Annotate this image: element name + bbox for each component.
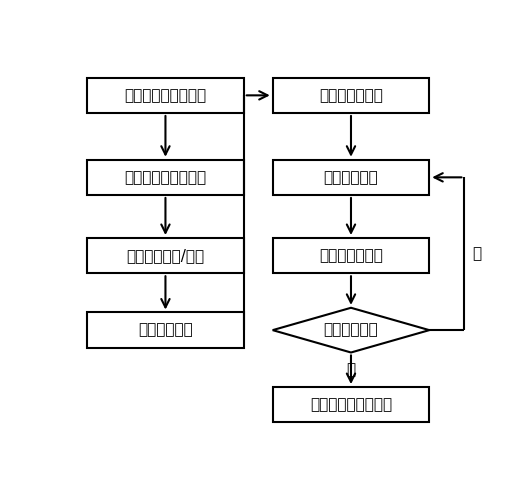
Text: 输出分解成果地形图: 输出分解成果地形图 bbox=[310, 397, 392, 412]
Text: 构建水深矩阵: 构建水深矩阵 bbox=[138, 323, 193, 338]
FancyBboxPatch shape bbox=[272, 160, 429, 195]
FancyBboxPatch shape bbox=[272, 238, 429, 273]
FancyBboxPatch shape bbox=[272, 387, 429, 423]
FancyBboxPatch shape bbox=[87, 160, 244, 195]
Text: 构建高精度水深格网: 构建高精度水深格网 bbox=[124, 170, 206, 185]
Text: 否: 否 bbox=[472, 246, 481, 261]
Text: 原始多波束水深数据: 原始多波束水深数据 bbox=[124, 88, 206, 103]
Polygon shape bbox=[272, 308, 429, 352]
FancyBboxPatch shape bbox=[87, 77, 244, 113]
Text: 选择截断频率: 选择截断频率 bbox=[323, 170, 378, 185]
Text: 快速傅里叶变换: 快速傅里叶变换 bbox=[319, 88, 383, 103]
FancyBboxPatch shape bbox=[87, 238, 244, 273]
FancyBboxPatch shape bbox=[272, 77, 429, 113]
Text: 巴特沃斯滤波器: 巴特沃斯滤波器 bbox=[319, 248, 383, 263]
FancyBboxPatch shape bbox=[87, 313, 244, 348]
Text: 是: 是 bbox=[346, 362, 355, 377]
Text: 读取水深格网/剖面: 读取水深格网/剖面 bbox=[127, 248, 204, 263]
Text: 最优分解结果: 最优分解结果 bbox=[323, 323, 378, 338]
